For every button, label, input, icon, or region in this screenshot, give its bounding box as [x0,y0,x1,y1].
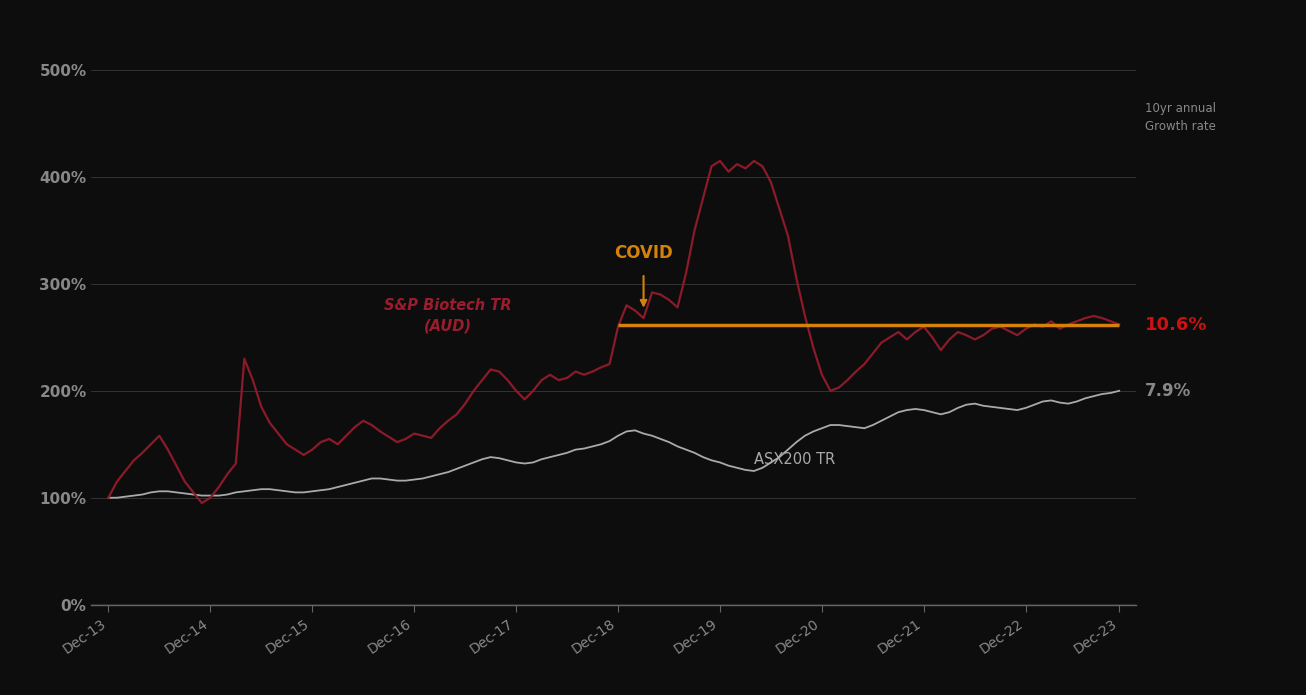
Text: 10.6%: 10.6% [1145,316,1207,334]
Text: COVID: COVID [614,245,673,263]
Text: ASX200 TR: ASX200 TR [754,452,836,467]
Text: 10yr annual
Growth rate: 10yr annual Growth rate [1145,102,1216,133]
Text: S&P Biotech TR
(AUD): S&P Biotech TR (AUD) [384,298,512,334]
Text: 7.9%: 7.9% [1145,382,1191,400]
